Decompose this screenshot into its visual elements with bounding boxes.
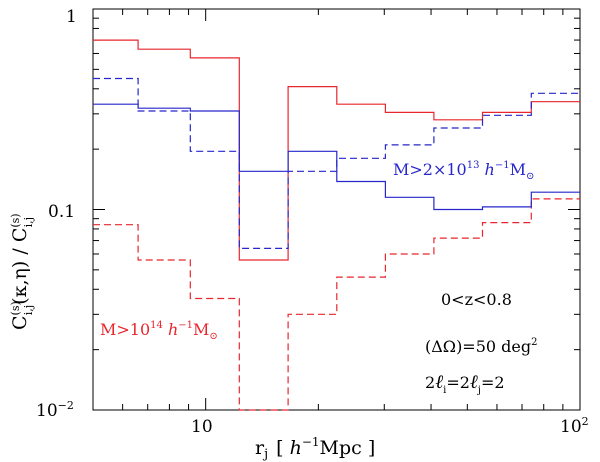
redshift-label: 0<z<0.8	[441, 290, 512, 309]
y-tick-label-0.1: 0.1	[48, 202, 75, 222]
series-layer	[93, 39, 580, 411]
y-tick-label-1: 1	[66, 7, 77, 27]
tick-marks	[92, 8, 581, 411]
series-line-1	[93, 198, 580, 411]
series-line-2	[93, 103, 580, 211]
x-tick-label-10: 10	[191, 417, 213, 437]
y-tick-label-1e-2: 10−2	[36, 399, 74, 421]
blue-mass-label: M>2×1013 h−1M⊙	[393, 160, 534, 182]
y-axis-title: C(s)i,j(κ,η) / C(s)i,j	[9, 213, 35, 330]
x-axis-title: rj[ h−1Mpc ]	[255, 435, 375, 462]
ell-label: 2ℓi=2ℓj=2	[425, 371, 505, 396]
series-line-3	[93, 77, 580, 249]
series-line-0	[93, 39, 580, 261]
area-label: (ΔΩ)=50 deg2	[425, 337, 537, 356]
red-mass-label: M>1014 h−1M⊙	[100, 320, 218, 342]
x-tick-label-100: 102	[560, 415, 589, 437]
